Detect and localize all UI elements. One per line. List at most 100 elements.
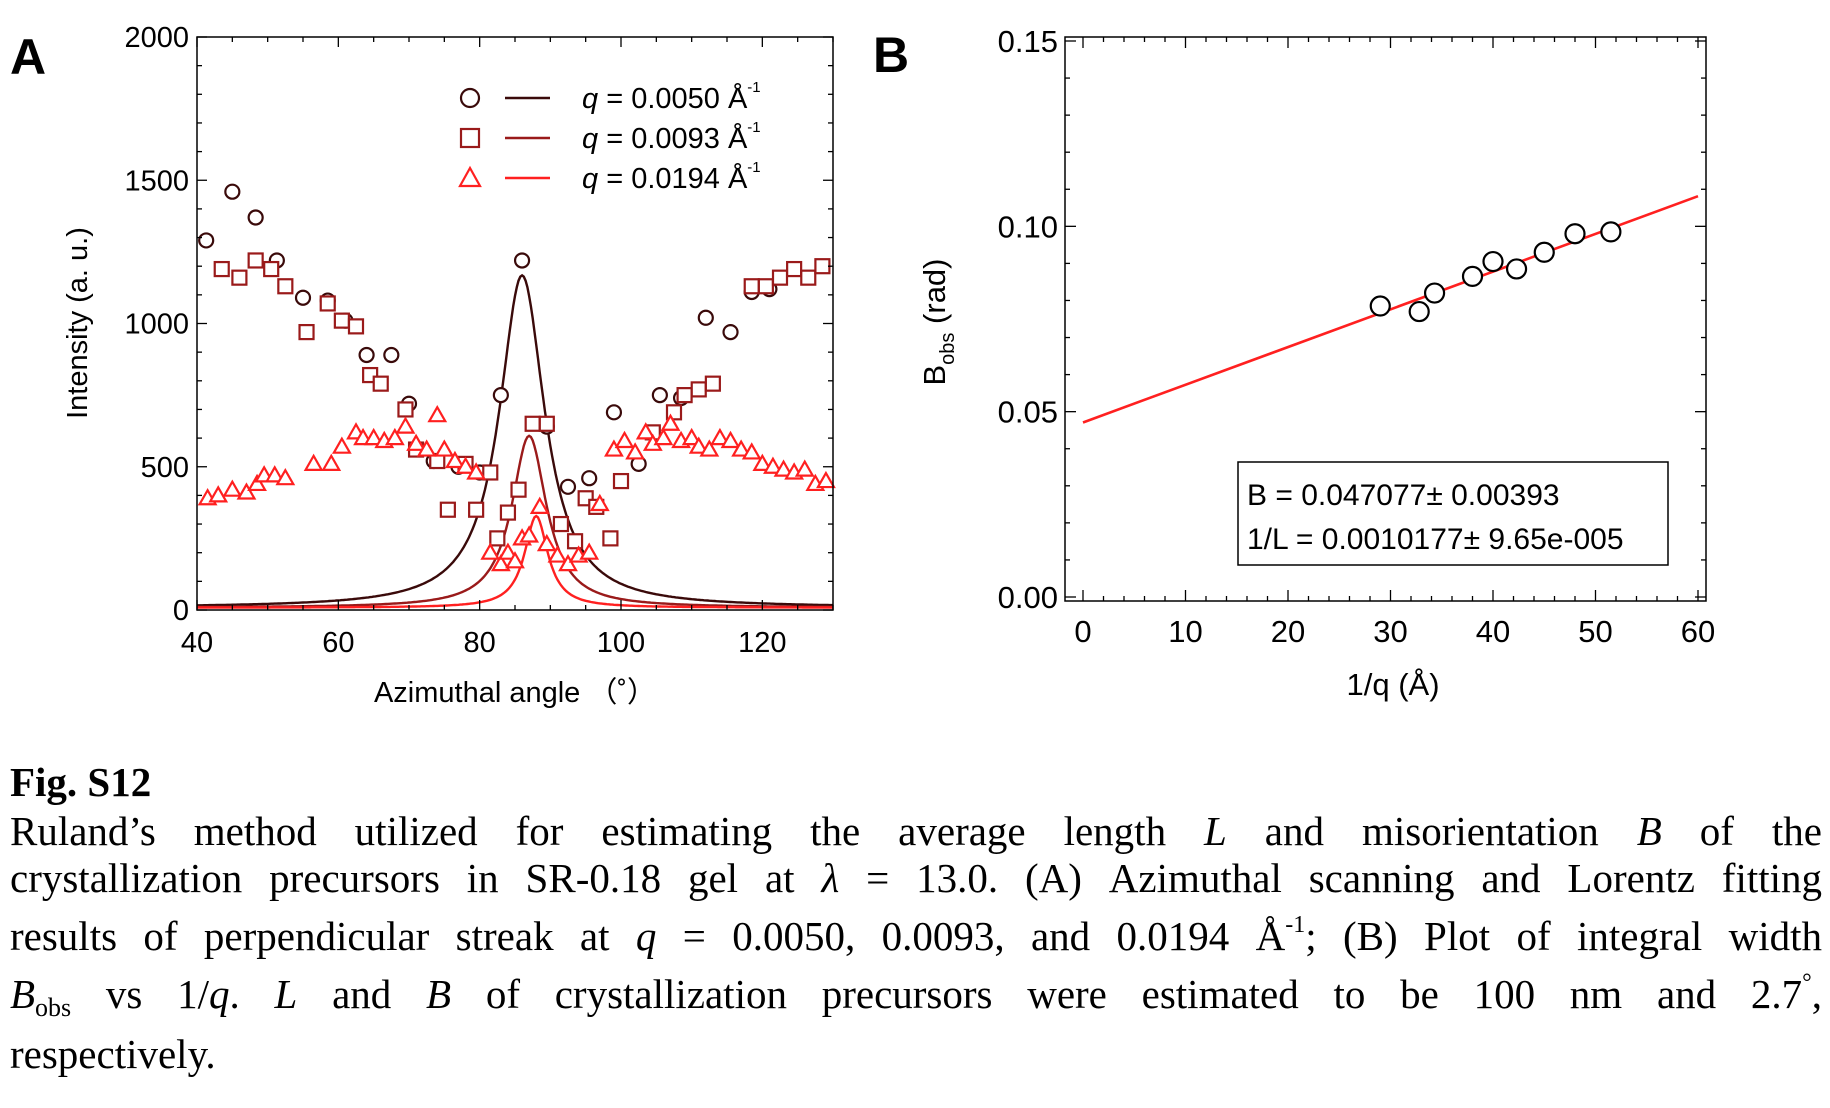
- panel-a-series-3-point: [589, 493, 610, 512]
- panel-a-series-1-point: [605, 404, 623, 421]
- panel-a-series-3-point: [208, 485, 229, 503]
- panel-b-plot-frame: [1064, 36, 1707, 602]
- panel-b-y-tick-label: 0.00: [998, 580, 1058, 615]
- panel-a-series-3-point: [275, 467, 296, 486]
- panel-a-series-2-point: [397, 401, 414, 418]
- panel-a-series-1-point: [383, 346, 400, 364]
- panel-a-series-3-point: [455, 456, 476, 474]
- panel-b-data-point: [1482, 250, 1504, 273]
- figure-label: Fig. S12: [10, 759, 152, 805]
- panel-a-series-2-point: [757, 278, 774, 295]
- panel-a-series-2-point: [612, 472, 630, 490]
- panel-b-y-tick-label: 0.10: [998, 209, 1058, 244]
- panel-b-x-tick-label: 10: [1168, 614, 1202, 649]
- panel-a-series-3-point: [222, 479, 243, 497]
- panel-b-data-point: [1408, 300, 1430, 323]
- panel-a-series-2-point: [489, 530, 506, 547]
- panel-a-series-2-point: [602, 530, 619, 547]
- panel-b-y-axis-title-sub: obs: [937, 333, 959, 365]
- panel-a-series-2-point: [319, 295, 336, 312]
- panel-a-series-3-point: [445, 450, 465, 469]
- panel-a-x-tick-label: 100: [597, 627, 645, 659]
- panel-b-y-axis-title: Bobs (rad): [917, 258, 959, 385]
- panel-a-y-tick-label: 0: [173, 595, 189, 627]
- panel-a-series-1-point: [358, 346, 375, 364]
- fit-result-frame: [1237, 461, 1669, 566]
- panel-a-x-tick-label: 60: [322, 627, 354, 659]
- panel-a-series-3-point: [699, 439, 720, 457]
- panel-a-y-tick-label: 2000: [124, 22, 189, 54]
- panel-a-series-2-point: [524, 415, 541, 432]
- panel-a-series-2-point: [800, 269, 817, 286]
- panel-b: B 0 10 20 30 40 50 600.000.050.100.15 1/q (Å) …: [873, 24, 1715, 702]
- panel-a-series-2-point: [263, 260, 280, 278]
- panel-a-series-3-point: [505, 551, 525, 569]
- panel-a-series-3-point: [614, 430, 635, 449]
- panel-a-series-3-point: [498, 542, 518, 560]
- panel-a-series-3-point: [480, 542, 501, 560]
- panel-b-y-axis-title-main: B: [917, 365, 952, 386]
- panel-a-series-2-point: [213, 260, 230, 278]
- panel-a-series-1-point: [492, 387, 509, 404]
- panel-a-series-2-point: [704, 375, 721, 392]
- legend-marker-3: [458, 165, 482, 188]
- panel-a-series-2-point: [771, 269, 789, 286]
- panel-a-series-2-point: [468, 501, 485, 518]
- panel-a-series-1-point: [559, 478, 577, 495]
- panel-a-series-3-point: [731, 439, 752, 457]
- panel-a-series-3-point: [816, 470, 836, 489]
- panel-a-series-1-point: [722, 323, 739, 341]
- panel-a-series-2-point: [552, 515, 570, 533]
- panel-a-series-2-point: [247, 252, 264, 269]
- panel-a-series-3-point: [579, 542, 600, 560]
- panel-a-series-3-point: [427, 404, 448, 423]
- caption-line-1: Ruland’s method utilized for estimating …: [10, 808, 1822, 854]
- panel-a-x-tick-label: 120: [738, 627, 786, 659]
- panel-a-series-3-point: [519, 525, 540, 543]
- panel-a-series-3-point: [720, 430, 741, 449]
- panel-b-x-axis-title: 1/q (Å): [1346, 667, 1439, 702]
- panel-a-series-3-point: [681, 427, 702, 446]
- panel-a-x-tick-label: 40: [181, 627, 213, 659]
- panel-b-x-tick-label: 60: [1681, 614, 1715, 649]
- panel-a-series-3-point: [321, 453, 342, 471]
- caption-line-3: results of perpendicular streak at q = 0…: [10, 912, 1822, 959]
- panel-a-series-3-point: [773, 459, 794, 477]
- panel-a-series-3-point: [558, 553, 578, 572]
- panel-a-series-3-point: [794, 459, 815, 477]
- panel-a-series-3-point: [303, 453, 324, 471]
- panel-a-y-tick-label: 1500: [124, 165, 189, 197]
- panel-a-series-3-point: [247, 473, 267, 492]
- panel-a-series-3-point: [416, 439, 437, 457]
- panel-b-x-tick-label: 20: [1271, 614, 1305, 649]
- fit-result-slope: 1/L = 0.0010177± 9.65e-005: [1247, 523, 1624, 556]
- panel-a-series-1-point: [294, 289, 312, 306]
- panel-a-series-1-point: [247, 209, 264, 226]
- panel-a-series-3-point: [395, 416, 416, 434]
- panel-a-fit-curve-1: [197, 273, 833, 607]
- panel-b-data-point: [1369, 295, 1391, 317]
- panel-b-data-point: [1461, 265, 1484, 287]
- legend-marker-2: [459, 127, 481, 149]
- panel-a-series-3-point: [536, 533, 557, 552]
- panel-a-series-2-point: [814, 258, 831, 275]
- panel-a-series-2-point: [372, 375, 389, 392]
- panel-a-series-3-point: [752, 453, 773, 471]
- panel-a-series-3-point: [710, 427, 730, 446]
- panel-a-series-3-point: [635, 422, 656, 440]
- panel-b-y-tick-label: 0.05: [998, 395, 1058, 430]
- panel-b-label: B: [873, 27, 909, 83]
- panel-b-data-point: [1533, 241, 1555, 263]
- panel-a-series-1-point: [513, 252, 531, 269]
- figure-caption: Fig. S12 Ruland’s method utilized for es…: [10, 758, 1822, 1078]
- panel-b-x-tick-label: 0: [1074, 614, 1091, 649]
- panel-a-series-3-point: [653, 427, 674, 446]
- panel-b-data-point: [1600, 221, 1622, 243]
- panel-a-series-3-point: [604, 439, 624, 457]
- panel-b-x-tick-label: 50: [1578, 614, 1612, 649]
- panel-a-series-3-point: [529, 496, 550, 514]
- panel-a-series-3-point: [331, 436, 352, 454]
- legend-label-2: q = 0.0093 Å-1: [582, 119, 761, 155]
- panel-b-fit-line: [1082, 194, 1699, 424]
